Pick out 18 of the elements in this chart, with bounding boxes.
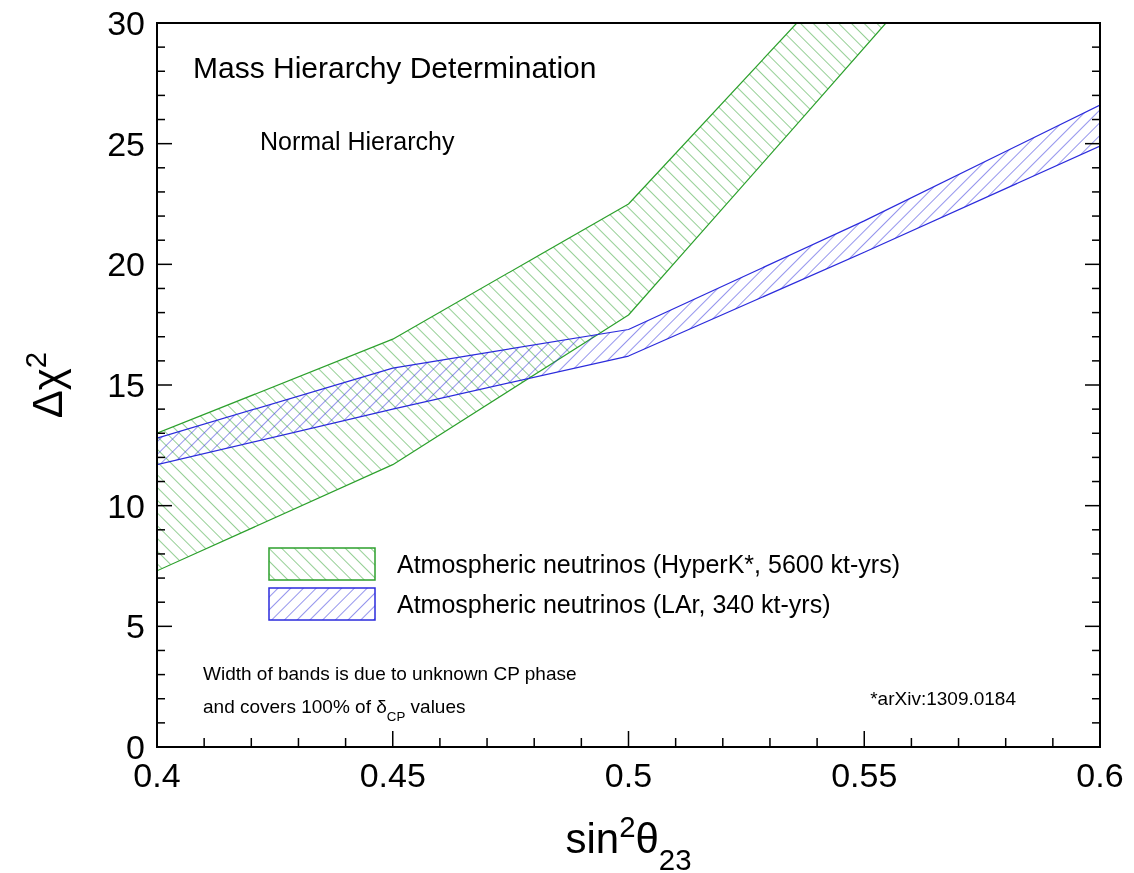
y-tick-label: 5 bbox=[126, 607, 145, 646]
x-tick-label: 0.55 bbox=[831, 756, 898, 794]
annotation: Width of bands is due to unknown CP phase bbox=[203, 663, 577, 684]
y-tick-label: 10 bbox=[107, 486, 145, 525]
y-tick-label: 30 bbox=[107, 3, 145, 42]
text: Normal Hierarchy bbox=[260, 127, 455, 155]
x-tick-label: 0.6 bbox=[1076, 756, 1124, 794]
text: Mass Hierarchy Determination bbox=[193, 51, 597, 84]
y-tick-label: 20 bbox=[107, 245, 145, 284]
annotation: *arXiv:1309.0184 bbox=[870, 688, 1017, 709]
legend-label: Atmospheric neutrinos (LAr, 340 kt-yrs) bbox=[397, 589, 831, 618]
x-axis-title: sin$^{2}$θ$_{23}$ bbox=[565, 809, 692, 873]
y-tick-label: 25 bbox=[107, 124, 145, 163]
x-tick-label: 0.45 bbox=[359, 756, 426, 794]
legend-label: Atmospheric neutrinos (HyperK*, 5600 kt-yrs) bbox=[397, 549, 900, 578]
x-tick-label: 0.5 bbox=[604, 756, 653, 794]
annotation: and covers 100% of δ$_{CP}$ values bbox=[203, 696, 466, 724]
y-tick-label: 15 bbox=[107, 365, 145, 404]
